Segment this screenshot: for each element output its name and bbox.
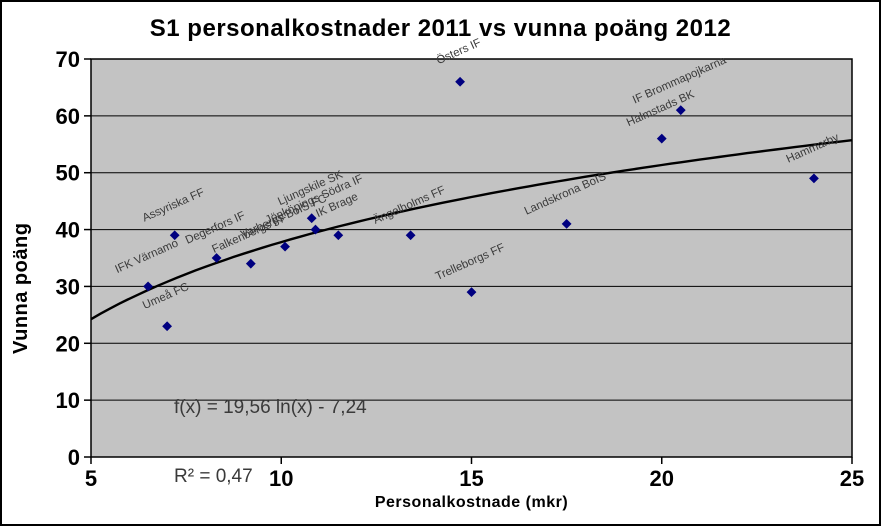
data-point-marker [675, 105, 686, 116]
y-tick-label: 70 [56, 47, 80, 72]
data-point-marker [162, 321, 173, 332]
y-axis-title: Vunna poäng [10, 222, 32, 354]
x-tick-label: 25 [840, 466, 864, 491]
y-tick-label: 40 [56, 218, 80, 243]
x-tick-label: 5 [85, 466, 97, 491]
data-point-marker [561, 218, 572, 229]
x-tick-label: 10 [269, 466, 293, 491]
data-point-marker [466, 287, 477, 298]
data-point-marker [656, 133, 667, 144]
x-tick-label: 20 [650, 466, 674, 491]
data-point-marker [143, 281, 153, 292]
y-tick-label: 10 [56, 388, 80, 413]
trend-line [90, 139, 853, 321]
data-point-marker [809, 173, 819, 184]
trendline-equation: f(x) = 19,56 ln(x) - 7,24 R² = 0,47 [174, 350, 367, 524]
data-point-marker [310, 224, 321, 235]
y-tick-label: 0 [68, 445, 80, 470]
data-point-marker [245, 258, 256, 269]
x-axis-title: Personalkostnade (mkr) [374, 494, 569, 511]
data-point-marker [211, 253, 222, 263]
data-point-marker [333, 230, 344, 241]
y-tick-label: 60 [56, 104, 80, 129]
trendline-r2: R² = 0,47 [174, 466, 253, 487]
x-tick-label: 15 [459, 466, 483, 491]
data-point-marker [169, 230, 180, 241]
data-point-marker [455, 76, 465, 87]
data-point-marker [280, 241, 290, 252]
y-tick-label: 20 [56, 331, 80, 356]
y-tick-label: 30 [56, 274, 80, 299]
data-point-marker [306, 213, 317, 224]
data-point-marker [405, 230, 416, 241]
chart-title: S1 personalkostnader 2011 vs vunna poäng… [149, 15, 732, 42]
trendline-formula: f(x) = 19,56 ln(x) - 7,24 [174, 397, 367, 418]
y-tick-label: 50 [56, 161, 80, 186]
